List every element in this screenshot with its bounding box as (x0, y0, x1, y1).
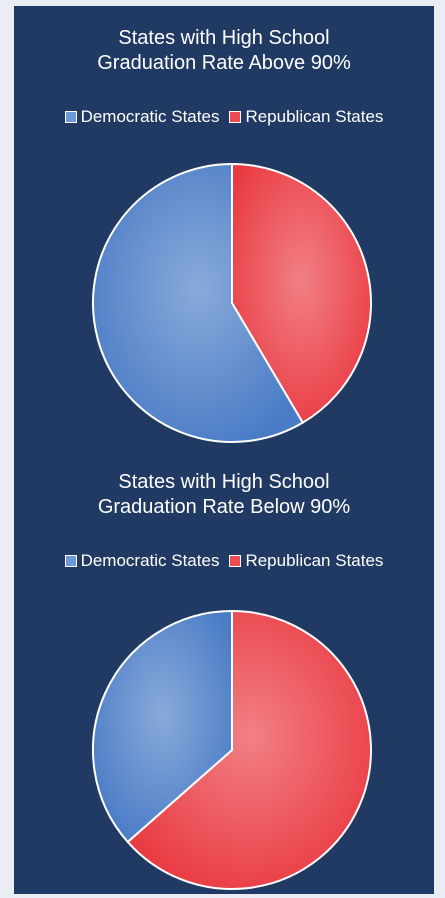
pie-chart-below-90: States with High School Graduation Rate … (14, 450, 434, 894)
legend-label-republican: Republican States (245, 107, 384, 126)
chart-title-line-2: Graduation Rate Below 90% (97, 496, 351, 518)
chart-legend: Democratic States Republican States (14, 550, 434, 572)
legend-swatch-republican (229, 555, 242, 567)
chart-title: States with High School Graduation Rate … (14, 470, 434, 520)
legend-item-democratic: Democratic States (64, 551, 220, 571)
chart-legend: Democratic States Republican States (14, 106, 434, 128)
pie-plot-area (92, 609, 372, 890)
legend-label-democratic: Democratic States (80, 107, 220, 126)
legend-label-democratic: Democratic States (80, 551, 220, 570)
pie-slice-republican (126, 609, 372, 890)
pie-slice-republican (231, 162, 372, 425)
legend-item-republican: Republican States (229, 551, 383, 571)
pie-plot-area (92, 162, 372, 443)
legend-item-democratic: Democratic States (64, 107, 220, 127)
pie-slice-democratic (92, 609, 233, 844)
chart-panel: States with High School Graduation Rate … (14, 6, 434, 894)
legend-item-republican: Republican States (229, 107, 383, 127)
chart-title-line-2: Graduation Rate Above 90% (97, 52, 351, 74)
legend-label-republican: Republican States (245, 551, 384, 570)
chart-title: States with High School Graduation Rate … (14, 26, 434, 76)
legend-swatch-republican (229, 111, 242, 123)
pie-chart-above-90: States with High School Graduation Rate … (14, 6, 434, 446)
chart-title-line-1: States with High School (118, 471, 330, 493)
chart-title-line-1: States with High School (118, 27, 330, 49)
legend-swatch-democratic (64, 111, 77, 123)
legend-swatch-democratic (64, 555, 77, 567)
pie-slice-democratic (92, 162, 305, 443)
